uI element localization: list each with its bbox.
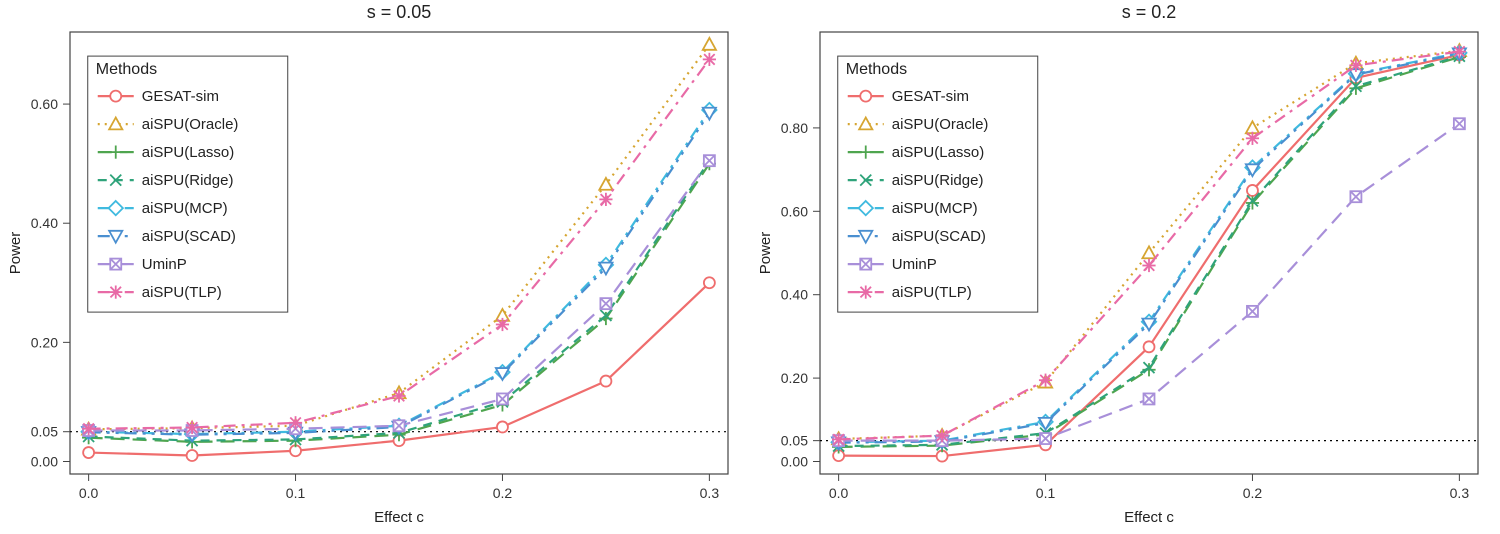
x-axis-label: Effect c bbox=[1124, 509, 1174, 526]
legend-label: UminP bbox=[892, 256, 937, 273]
panel-left: s = 0.05 0.0 0.1 0.2 0.3 Effect c 0.00 0.05 0.20… bbox=[0, 0, 750, 534]
legend-label: aiSPU(MCP) bbox=[142, 200, 228, 217]
x-tick-label: 0.2 bbox=[1243, 485, 1263, 501]
y-tick-label: 0.20 bbox=[781, 370, 808, 386]
legend-label: aiSPU(Oracle) bbox=[142, 116, 239, 133]
legend-label: aiSPU(Ridge) bbox=[892, 172, 984, 189]
legend: Methods GESAT-sim aiSPU(Oracle) aiSPU(Lasso… bbox=[88, 56, 288, 312]
legend-item-mcp: aiSPU(MCP) bbox=[848, 200, 978, 217]
figure-root: s = 0.050.00.10.20.3Effect c0.000.050.20… bbox=[0, 0, 1500, 534]
panel-title: s = 0.2 bbox=[1122, 2, 1177, 22]
legend-label: aiSPU(Ridge) bbox=[142, 172, 234, 189]
legend-item-mcp: aiSPU(MCP) bbox=[98, 200, 228, 217]
chart-panel-left: s = 0.05 0.0 0.1 0.2 0.3 Effect c 0.00 0.05 0.20… bbox=[0, 0, 750, 534]
y-axis-label: Power bbox=[7, 232, 24, 275]
x-axis-label: Effect c bbox=[374, 509, 424, 526]
panel-right: s = 0.2 0.0 0.1 0.2 0.3 Effect c 0.00 0.05 0.20 0… bbox=[750, 0, 1500, 534]
y-tick-label: 0.40 bbox=[31, 215, 58, 231]
legend-label: aiSPU(Lasso) bbox=[892, 144, 985, 161]
y-tick-label: 0.60 bbox=[31, 96, 58, 112]
x-tick-label: 0.3 bbox=[1450, 485, 1470, 501]
y-tick-label: 0.00 bbox=[781, 453, 808, 469]
chart-panel-right: s = 0.2 0.0 0.1 0.2 0.3 Effect c 0.00 0.05 0.20 0… bbox=[750, 0, 1500, 534]
y-tick-label: 0.60 bbox=[781, 203, 808, 219]
legend-label: aiSPU(TLP) bbox=[892, 284, 972, 301]
y-tick-label: 0.00 bbox=[31, 453, 58, 469]
y-tick-label: 0.05 bbox=[31, 424, 58, 440]
legend-title: Methods bbox=[846, 61, 907, 78]
legend: Methods GESAT-sim aiSPU(Oracle) aiSPU(Lasso… bbox=[838, 56, 1038, 312]
legend-item-tlp: aiSPU(TLP) bbox=[848, 284, 972, 301]
legend-label: aiSPU(MCP) bbox=[892, 200, 978, 217]
legend-label: UminP bbox=[142, 256, 187, 273]
legend-title: Methods bbox=[96, 61, 157, 78]
x-tick-label: 0.3 bbox=[700, 485, 720, 501]
x-tick-label: 0.1 bbox=[286, 485, 306, 501]
legend-label: aiSPU(TLP) bbox=[142, 284, 222, 301]
y-axis-label: Power bbox=[757, 232, 774, 275]
legend-label: GESAT-sim bbox=[142, 88, 219, 105]
legend-label: aiSPU(Lasso) bbox=[142, 144, 235, 161]
x-tick-label: 0.1 bbox=[1036, 485, 1056, 501]
panel-title: s = 0.05 bbox=[367, 2, 432, 22]
y-tick-label: 0.40 bbox=[781, 287, 808, 303]
legend-label: aiSPU(SCAD) bbox=[892, 228, 986, 245]
y-tick-label: 0.80 bbox=[781, 120, 808, 136]
legend-label: aiSPU(Oracle) bbox=[892, 116, 989, 133]
x-tick-label: 0.0 bbox=[79, 485, 99, 501]
y-tick-label: 0.20 bbox=[31, 334, 58, 350]
legend-label: GESAT-sim bbox=[892, 88, 969, 105]
x-tick-label: 0.0 bbox=[829, 485, 849, 501]
x-tick-label: 0.2 bbox=[493, 485, 513, 501]
y-tick-label: 0.05 bbox=[781, 433, 808, 449]
legend-item-tlp: aiSPU(TLP) bbox=[98, 284, 222, 301]
legend-label: aiSPU(SCAD) bbox=[142, 228, 236, 245]
